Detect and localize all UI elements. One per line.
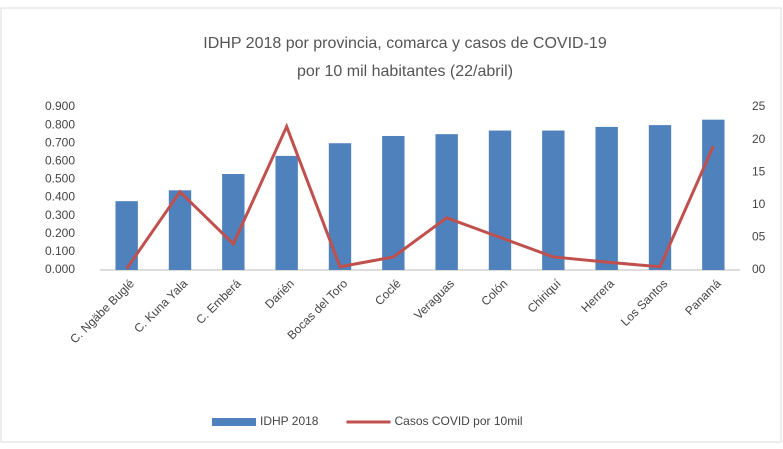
bar (328, 143, 352, 270)
y-tick-label: 0.000 (45, 262, 75, 276)
y-tick-label: 0.400 (45, 190, 75, 204)
y-tick-label: 0.500 (45, 172, 75, 186)
y2-tick-label: 00 (752, 262, 766, 276)
y2-tick-label: 15 (752, 164, 766, 178)
bar (435, 134, 458, 270)
y2-tick-label: 25 (752, 99, 766, 113)
bar (275, 155, 298, 270)
bar (168, 190, 192, 270)
chart-title: IDHP 2018 por provincia, comarca y casos… (203, 35, 607, 52)
y-tick-label: 0.900 (45, 99, 75, 113)
legend-label: Casos COVID por 10mil (394, 414, 522, 428)
y-tick-label: 0.200 (45, 226, 75, 240)
legend-label: IDHP 2018 (260, 414, 319, 428)
y-tick-label: 0.100 (45, 244, 75, 258)
bar (595, 126, 618, 270)
legend-swatch (212, 418, 256, 426)
bar (222, 174, 245, 270)
line (125, 122, 715, 270)
y2-tick-label: 10 (752, 197, 766, 211)
bar (542, 130, 565, 270)
bar (382, 135, 405, 270)
y2-tick-label: 05 (752, 230, 766, 244)
y-tick-label: 0.600 (45, 154, 75, 168)
bar (648, 125, 672, 270)
bar (115, 201, 138, 270)
chart-title: por 10 mil habitantes (22/abril) (297, 63, 513, 80)
y-tick-label: 0.300 (45, 208, 75, 222)
bar (702, 119, 725, 270)
y2-tick-label: 20 (752, 132, 766, 146)
y-tick-label: 0.800 (45, 117, 75, 131)
bar (488, 130, 512, 270)
y-tick-label: 0.700 (45, 135, 75, 149)
